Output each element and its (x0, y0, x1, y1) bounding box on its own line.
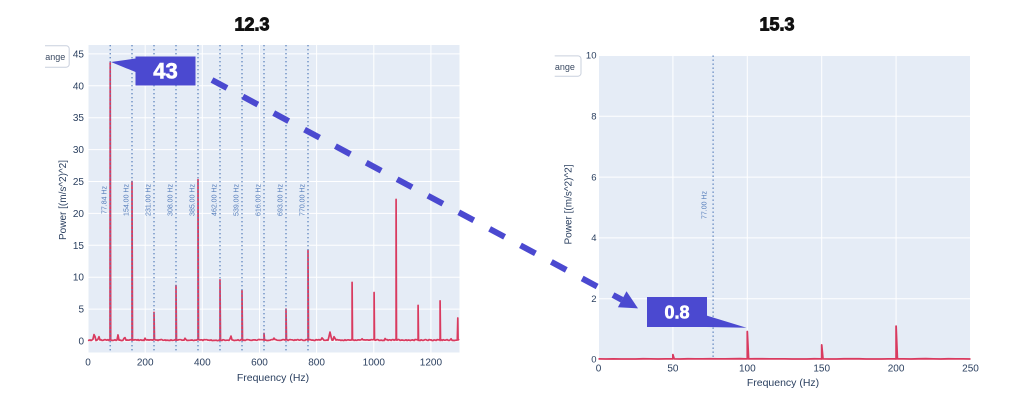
svg-text:50: 50 (667, 364, 679, 375)
svg-text:250: 250 (962, 364, 979, 375)
svg-text:400: 400 (194, 358, 211, 369)
svg-text:462.00 Hz: 462.00 Hz (212, 184, 219, 216)
svg-text:0.8: 0.8 (664, 303, 689, 323)
svg-text:10: 10 (586, 51, 597, 62)
svg-text:Frequency (Hz): Frequency (Hz) (747, 377, 819, 389)
svg-text:100: 100 (739, 364, 756, 375)
svg-text:616.00 Hz: 616.00 Hz (256, 184, 263, 216)
svg-text:0: 0 (591, 355, 596, 366)
svg-text:20: 20 (73, 209, 85, 220)
svg-text:15: 15 (73, 241, 85, 252)
svg-text:15.3: 15.3 (759, 15, 794, 35)
svg-text:ange: ange (45, 52, 65, 62)
svg-text:0: 0 (596, 364, 602, 375)
svg-text:200: 200 (888, 364, 905, 375)
svg-text:693.00 Hz: 693.00 Hz (278, 184, 285, 216)
svg-text:539.00 Hz: 539.00 Hz (234, 184, 241, 216)
svg-text:4: 4 (591, 233, 596, 244)
svg-text:Power [(m/s^2)^2]: Power [(m/s^2)^2] (58, 160, 69, 240)
svg-text:77.84 Hz: 77.84 Hz (102, 185, 109, 214)
svg-text:Frequency (Hz): Frequency (Hz) (237, 372, 309, 384)
svg-text:0: 0 (85, 358, 91, 369)
svg-text:Power [(m/s^2)^2]: Power [(m/s^2)^2] (564, 164, 575, 244)
svg-text:5: 5 (78, 305, 84, 316)
svg-text:ange: ange (555, 62, 575, 72)
svg-text:0: 0 (78, 337, 84, 348)
svg-text:30: 30 (73, 145, 85, 156)
svg-text:43: 43 (153, 59, 177, 84)
svg-text:12.3: 12.3 (234, 15, 269, 35)
svg-text:25: 25 (73, 177, 85, 188)
svg-text:8: 8 (591, 112, 596, 123)
svg-text:77.00 Hz: 77.00 Hz (702, 190, 709, 219)
svg-text:154.00 Hz: 154.00 Hz (124, 184, 131, 216)
svg-text:800: 800 (308, 358, 325, 369)
svg-text:45: 45 (73, 49, 85, 60)
svg-text:1200: 1200 (420, 358, 443, 369)
svg-text:770.00 Hz: 770.00 Hz (300, 184, 307, 216)
svg-text:231.00 Hz: 231.00 Hz (146, 184, 153, 216)
svg-text:1000: 1000 (363, 358, 386, 369)
svg-text:200: 200 (137, 358, 154, 369)
svg-text:40: 40 (73, 81, 85, 92)
svg-text:6: 6 (591, 172, 596, 183)
svg-text:150: 150 (813, 364, 830, 375)
svg-text:385.00 Hz: 385.00 Hz (190, 184, 197, 216)
svg-text:2: 2 (591, 294, 596, 305)
svg-text:308.00 Hz: 308.00 Hz (168, 184, 175, 216)
svg-text:10: 10 (73, 273, 85, 284)
svg-text:600: 600 (251, 358, 268, 369)
svg-text:35: 35 (73, 113, 85, 124)
